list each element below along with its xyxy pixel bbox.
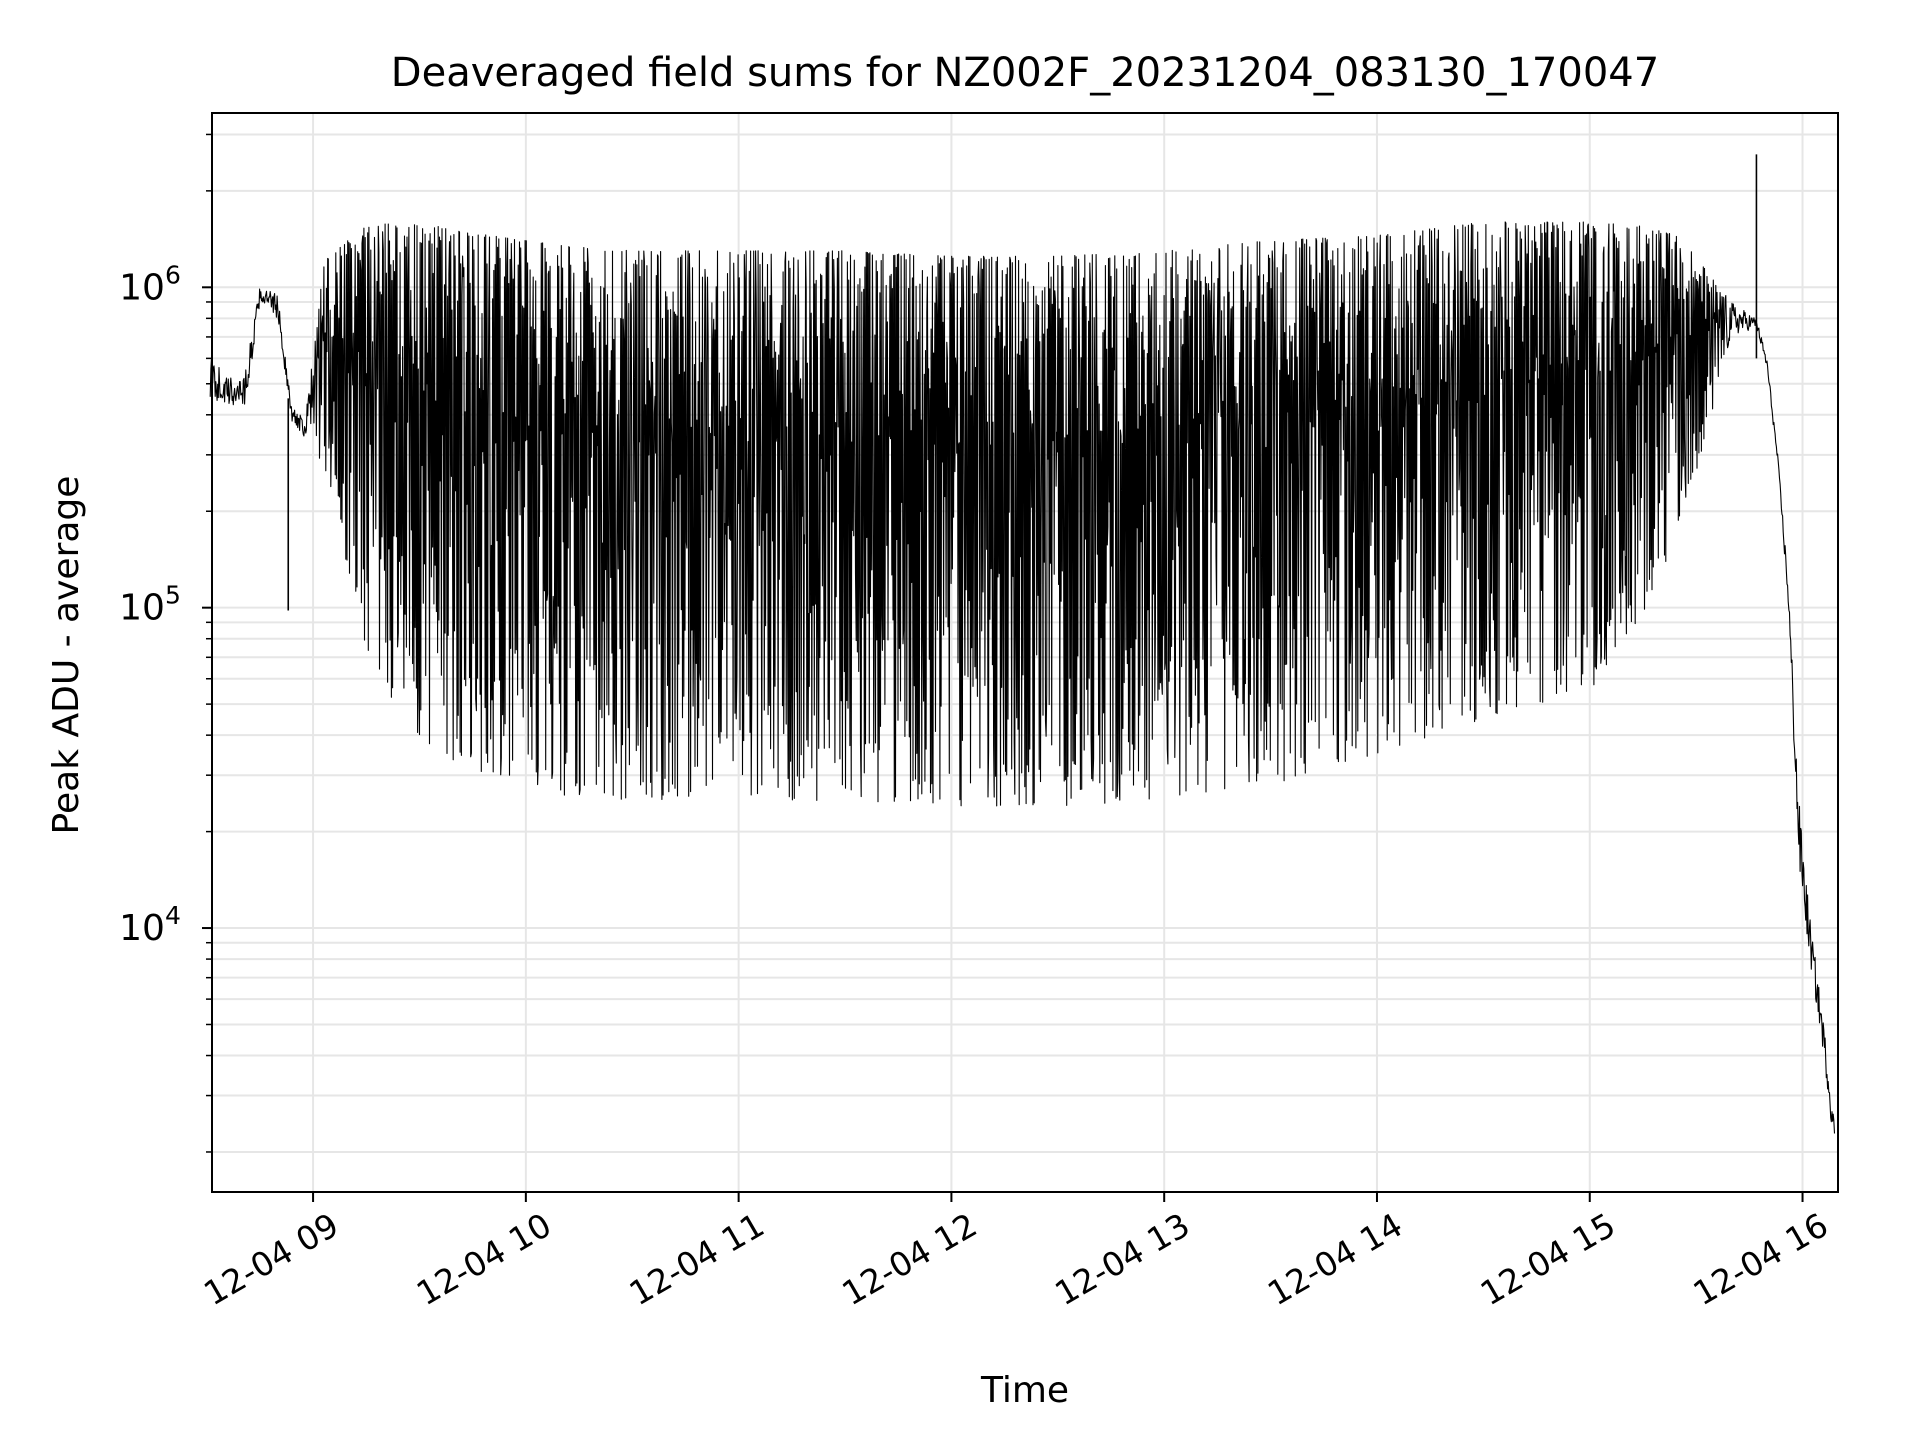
y-tick-label: 106 (119, 260, 181, 308)
y-axis-ticks: 104 105 106 (119, 133, 212, 1153)
chart-title: Deaveraged field sums for NZ002F_2023120… (391, 50, 1659, 96)
x-axis-label: Time (980, 1370, 1069, 1411)
y-axis-label: Peak ADU - average (46, 476, 87, 835)
series-line (209, 221, 1836, 1134)
series-layer (209, 154, 1836, 1134)
y-tick-label: 104 (119, 901, 181, 949)
plot-frame (211, 112, 1839, 1193)
y-tick-label: 105 (119, 581, 181, 629)
